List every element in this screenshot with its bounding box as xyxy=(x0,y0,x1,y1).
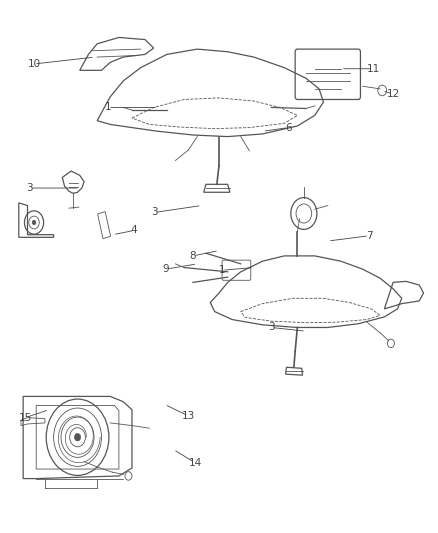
Text: 3: 3 xyxy=(26,183,33,193)
Text: 3: 3 xyxy=(268,322,275,333)
Text: 10: 10 xyxy=(28,59,41,69)
Text: 3: 3 xyxy=(151,207,158,217)
Text: 12: 12 xyxy=(386,89,400,99)
Circle shape xyxy=(74,433,81,441)
Text: 7: 7 xyxy=(366,231,372,241)
Text: 14: 14 xyxy=(188,458,201,467)
Circle shape xyxy=(32,220,36,224)
Text: 13: 13 xyxy=(182,411,195,421)
Text: 4: 4 xyxy=(131,225,138,236)
Text: 1: 1 xyxy=(219,265,226,275)
Text: 1: 1 xyxy=(105,102,111,112)
Text: 9: 9 xyxy=(162,264,169,274)
Text: 15: 15 xyxy=(19,413,32,423)
Text: 11: 11 xyxy=(367,64,380,74)
Text: 6: 6 xyxy=(285,123,292,133)
Text: 8: 8 xyxy=(190,251,196,261)
